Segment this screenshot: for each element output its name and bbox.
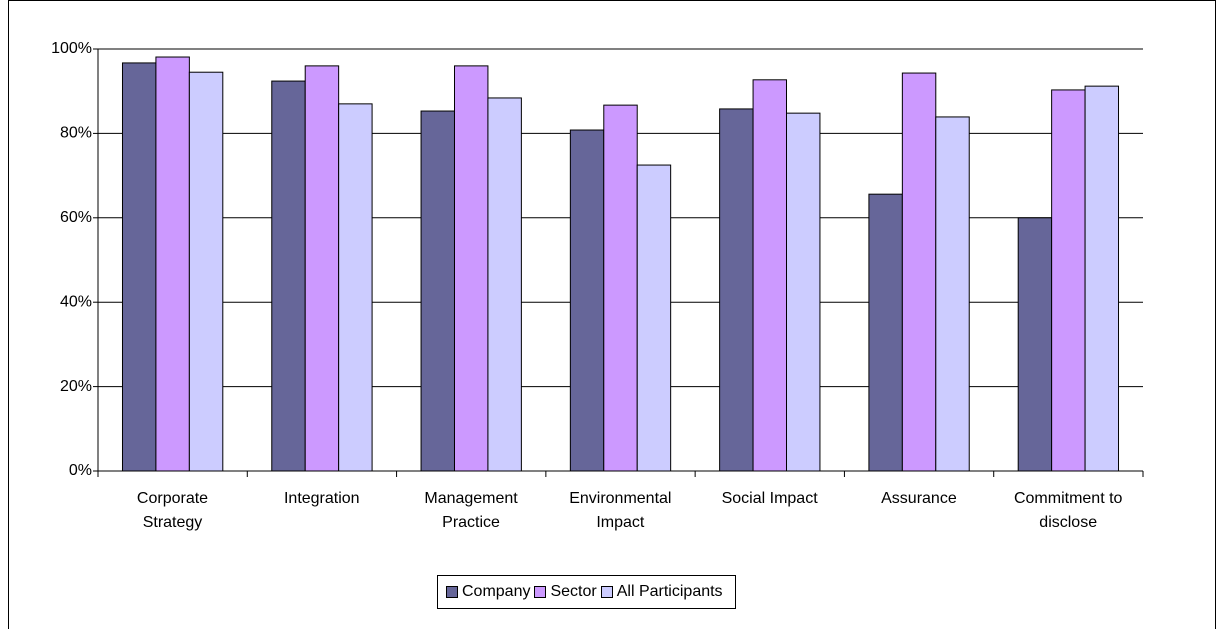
legend-label: Company — [462, 583, 531, 600]
y-tick-label: 100% — [51, 40, 92, 57]
bar — [569, 129, 605, 472]
x-tick-label: Social Impact — [721, 490, 818, 507]
legend-item: All Participants — [600, 583, 723, 601]
legend-item: Company — [446, 583, 530, 601]
x-tick-label: Commitment to disclose — [1013, 490, 1123, 531]
bar — [1017, 217, 1053, 472]
bar — [636, 164, 672, 472]
bar — [338, 103, 373, 472]
bar — [420, 110, 455, 472]
x-tick-label: Integration — [283, 490, 360, 507]
legend-item: Sector — [534, 583, 597, 601]
chart-frame — [8, 0, 1216, 629]
bar — [603, 104, 638, 472]
bar — [868, 193, 903, 472]
bar — [1084, 85, 1120, 472]
bar — [155, 56, 190, 472]
bar — [935, 116, 970, 472]
bar — [188, 71, 224, 472]
x-tick-label: Environmental Impact — [569, 490, 672, 531]
bar — [786, 112, 821, 472]
y-tick-label: 40% — [60, 293, 92, 310]
bar — [271, 80, 306, 472]
bar — [121, 62, 157, 472]
y-tick-label: 0% — [69, 462, 92, 479]
y-tick-label: 20% — [60, 378, 92, 395]
y-tick-label: 80% — [60, 125, 92, 142]
bar — [901, 72, 937, 472]
bar — [1051, 89, 1086, 472]
legend-swatch — [446, 586, 458, 598]
legend-label: All Participants — [616, 583, 723, 600]
legend-label: Sector — [550, 583, 597, 600]
bar — [719, 108, 754, 472]
x-tick-label: Management Practice — [424, 490, 518, 531]
bar — [453, 65, 489, 472]
legend: Company Sector All Participants — [437, 575, 736, 609]
x-tick-label: Assurance — [881, 490, 957, 507]
bar — [304, 65, 340, 472]
legend-swatch — [600, 586, 613, 598]
legend-swatch — [534, 586, 547, 598]
y-tick-label: 60% — [60, 209, 92, 226]
x-tick-label: Corporate Strategy — [136, 490, 209, 531]
bar — [487, 97, 522, 472]
bar — [752, 79, 788, 472]
